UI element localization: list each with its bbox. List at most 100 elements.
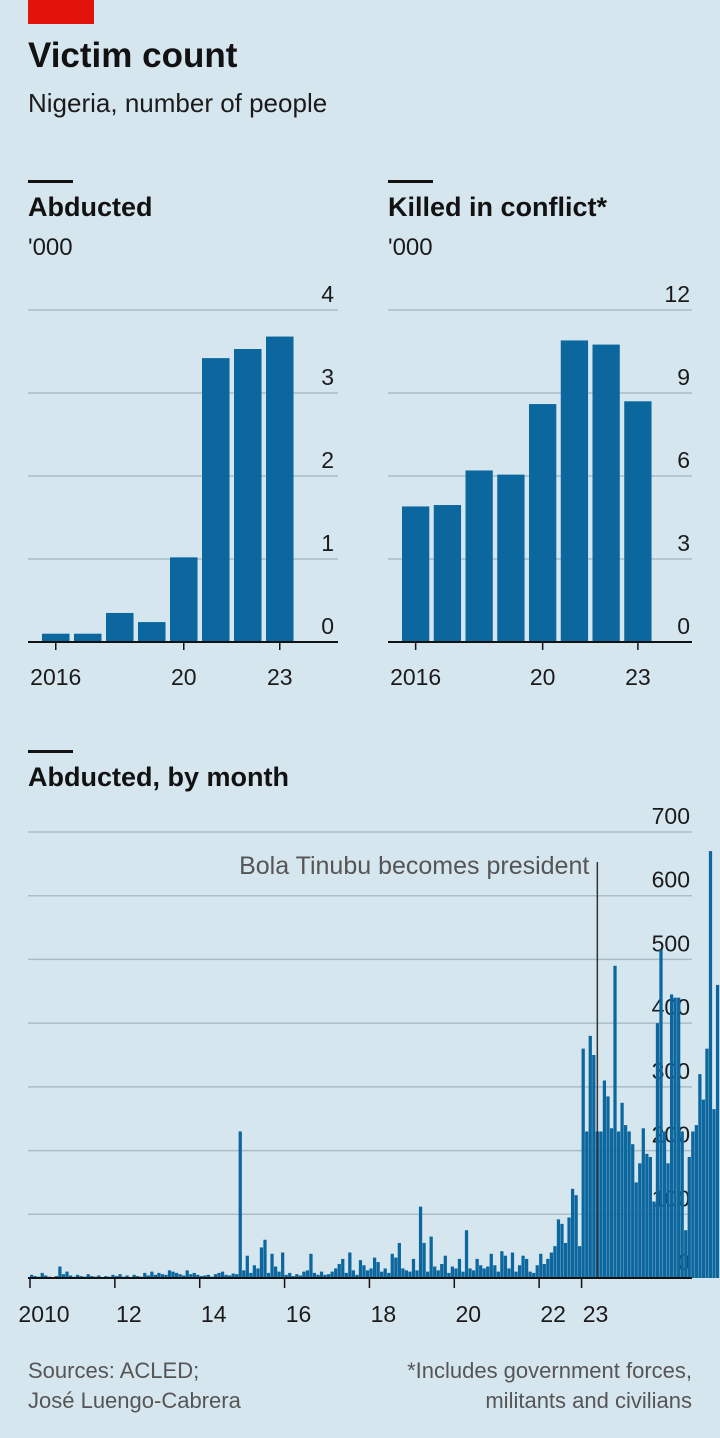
bar (493, 1265, 497, 1278)
bar (479, 1265, 483, 1278)
y-tick-label: 2 (321, 447, 334, 473)
bar (560, 1223, 564, 1278)
bar (497, 474, 525, 642)
bar (408, 1271, 412, 1278)
bar (560, 340, 589, 642)
bar (75, 1274, 80, 1278)
bar (684, 1230, 688, 1278)
source-note: Sources: ACLED; José Luengo-Cabrera (28, 1358, 241, 1413)
bar (489, 1253, 493, 1278)
bar (662, 1131, 667, 1278)
bar (588, 1035, 592, 1278)
bar (461, 1271, 465, 1278)
bar (337, 1263, 341, 1278)
bar (40, 1272, 44, 1278)
bar (61, 1274, 66, 1278)
bar (277, 1271, 281, 1278)
bar (182, 1275, 186, 1278)
bar (450, 1266, 455, 1278)
bar (574, 1195, 578, 1278)
bar (266, 336, 294, 642)
bar (252, 1265, 257, 1278)
bar (203, 1275, 207, 1278)
bar (553, 1246, 557, 1278)
bar (592, 1055, 596, 1278)
bar (464, 1230, 469, 1278)
bar (418, 1206, 423, 1278)
bar (715, 984, 720, 1278)
panel-unit-killed: '000 (388, 234, 433, 261)
bar (613, 965, 617, 1278)
bar (160, 1274, 165, 1278)
bar (486, 1266, 490, 1278)
bar (185, 1270, 189, 1278)
bar (178, 1274, 182, 1278)
bar (245, 1255, 249, 1278)
bar (581, 1048, 585, 1278)
bar (585, 1131, 589, 1278)
bar (556, 1219, 561, 1278)
bar (641, 1128, 645, 1278)
y-tick-label: 0 (321, 613, 334, 639)
bar (213, 1274, 218, 1278)
x-tick-label: 23 (267, 664, 293, 690)
bar (42, 633, 70, 642)
x-tick-label: 23 (583, 1301, 609, 1327)
bar (376, 1262, 380, 1278)
bar (167, 1270, 172, 1278)
bar (309, 1253, 313, 1278)
bar (475, 1258, 479, 1278)
bar (106, 612, 134, 642)
bar (705, 1048, 709, 1278)
x-tick-label: 12 (116, 1301, 142, 1327)
panel-unit-abducted: '000 (28, 234, 73, 261)
abducted-monthly-chart: 0100200300400500600700Bola Tinubu become… (18, 803, 720, 1327)
bar (125, 1275, 129, 1278)
bar (284, 1274, 288, 1278)
bar (529, 404, 557, 642)
bar (74, 633, 102, 642)
bar (677, 997, 681, 1278)
bar (429, 1236, 433, 1278)
panel-rule-monthly (28, 750, 73, 753)
bar (281, 1252, 285, 1278)
page-title: Victim count (28, 36, 238, 75)
bar (153, 1274, 158, 1278)
bar (362, 1265, 366, 1278)
bar (30, 1274, 34, 1278)
bar (58, 1266, 62, 1278)
bar (249, 1272, 253, 1278)
bar (616, 1131, 621, 1278)
bar (468, 1268, 472, 1278)
bar (171, 1271, 175, 1278)
bar (305, 1270, 310, 1278)
bar (224, 1274, 228, 1278)
bar (631, 1144, 635, 1278)
bar (334, 1268, 338, 1278)
bar (348, 1252, 352, 1278)
bar (426, 1271, 430, 1278)
bar (652, 1201, 656, 1278)
bar (192, 1272, 196, 1278)
brand-tag (28, 0, 94, 24)
bar (234, 349, 262, 642)
bar (404, 1270, 409, 1278)
bar (358, 1260, 363, 1278)
page-subtitle: Nigeria, number of people (28, 88, 328, 118)
bar (273, 1266, 278, 1278)
y-tick-label: 6 (677, 447, 690, 473)
x-tick-label: 2010 (18, 1301, 69, 1327)
bar (302, 1271, 306, 1278)
bar (447, 1272, 451, 1278)
bar (634, 1182, 638, 1278)
bar (528, 1271, 532, 1278)
bar (680, 1131, 684, 1278)
x-tick-label: 18 (371, 1301, 397, 1327)
bar (655, 1023, 660, 1278)
bar (316, 1274, 320, 1278)
bar (645, 1153, 649, 1278)
bar (323, 1274, 327, 1278)
bar (482, 1268, 486, 1278)
bar (514, 1271, 518, 1278)
